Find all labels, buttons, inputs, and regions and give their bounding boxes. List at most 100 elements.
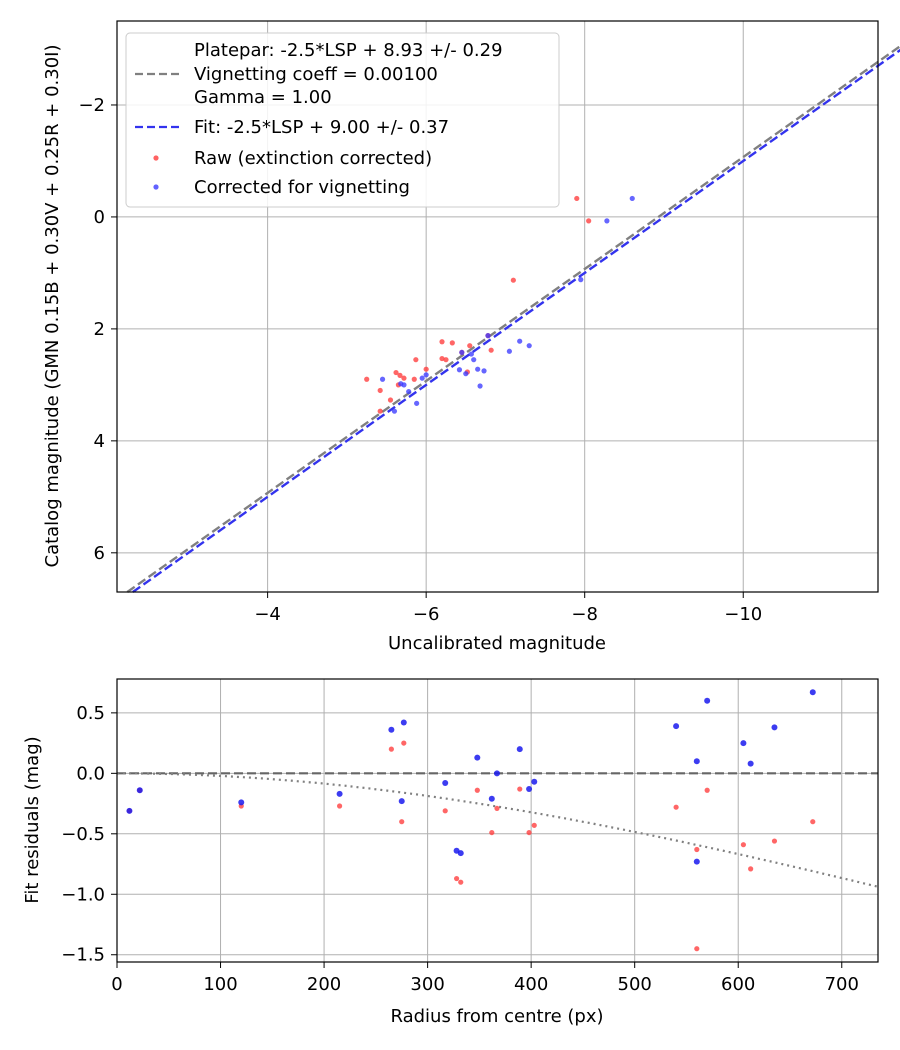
raw-point [364,376,370,382]
raw-point [574,195,580,202]
corrected-point [406,388,412,395]
bottom-y-tick-label: −0.5 [61,824,105,845]
corrected-residual-point [493,770,500,777]
bottom-x-tick-label: 700 [825,974,859,995]
raw-point [488,347,494,353]
raw-residual-point [531,822,537,828]
corrected-point [419,375,425,381]
top-y-tick-label: 0 [94,207,105,228]
bottom-x-tick-label: 0 [111,974,122,995]
corrected-residual-point [136,787,143,794]
corrected-residual-point [457,850,464,857]
top-y-tick-label: 6 [94,543,105,564]
corrected-point [481,368,487,374]
raw-point [377,387,383,394]
raw-residual-point [748,866,754,872]
raw-residual-point [388,746,394,752]
top-x-tick-label: −4 [254,604,281,625]
corrected-point [463,371,469,377]
raw-point [439,339,445,345]
top-x-tick-label: −8 [571,604,598,625]
raw-residual-point [704,787,710,793]
raw-residual-point [337,803,343,809]
raw-residual-point [442,808,448,814]
raw-residual-point [771,838,778,844]
corrected-residual-point [442,780,449,787]
raw-residual-point [810,819,816,825]
raw-point [449,340,455,346]
bottom-y-tick-label: 0.5 [76,703,105,724]
corrected-residual-point [388,726,395,733]
corrected-point [604,218,610,224]
bottom-x-tick-label: 400 [514,974,548,995]
corrected-residual-point [488,795,495,802]
raw-residual-point [458,879,464,885]
corrected-point [477,383,483,389]
legend-vignetting-label: Vignetting coeff = 0.00100 [194,64,438,85]
corrected-residual-point [673,723,680,730]
raw-point [401,375,407,381]
raw-residual-point [489,829,495,836]
corrected-residual-point [747,760,754,767]
top-axes-frame [116,20,879,593]
corrected-point [526,343,532,349]
corrected-residual-point [336,790,343,797]
raw-point [439,355,445,362]
raw-residual-point [494,805,500,812]
corrected-residual-point [526,786,533,793]
corrected-residual-point [809,689,816,696]
raw-point [586,218,592,224]
raw-point [377,408,383,414]
raw-residual-point [454,875,460,882]
legend-gamma-label: Gamma = 1.00 [194,87,332,108]
bottom-panel: 0 100 200 300 400 500 600 700 0.5 0.0 −0.5 −1.0 −1.… [22,678,879,1027]
corrected-point [459,349,465,356]
bottom-y-ticks: 0.5 0.0 −0.5 −1.0 −1.5 [61,703,117,966]
bottom-y-axis-label: Fit residuals (mag) [22,736,43,903]
top-scatter-points [364,195,635,414]
corrected-residual-point [531,778,538,785]
raw-point [393,369,399,376]
corrected-residual-point [126,807,133,814]
vignetting-curve [117,772,879,888]
top-x-axis-label: Uncalibrated magnitude [388,633,606,654]
corrected-residual-point [400,719,407,726]
bottom-x-tick-label: 300 [410,974,444,995]
corrected-point [517,338,523,344]
raw-point [467,343,473,349]
corrected-point [471,357,477,363]
top-line-fit [132,48,900,593]
bottom-x-tick-label: 600 [721,974,755,995]
legend-raw-marker [153,155,159,161]
legend-raw-label: Raw (extinction corrected) [194,148,432,169]
corrected-point [456,367,463,373]
legend-fit-label: Fit: -2.5*LSP + 9.00 +/- 0.37 [194,117,449,138]
raw-residual-point [694,946,700,952]
top-line-platepar [126,44,900,593]
top-x-ticks: −4 −6 −8 −10 [254,592,762,625]
raw-point [510,277,516,283]
bottom-scatter-points [126,689,816,952]
corrected-residual-point [238,799,245,806]
raw-residual-point [740,842,747,848]
bottom-x-tick-label: 200 [307,974,341,995]
bottom-y-tick-label: 0.0 [76,763,105,784]
top-y-tick-label: −2 [78,95,105,116]
corrected-point [398,381,404,387]
bottom-x-tick-label: 500 [618,974,652,995]
raw-point [387,397,394,403]
raw-point [411,376,417,382]
raw-residual-point [399,819,405,825]
corrected-point [423,372,429,378]
corrected-point [578,277,584,283]
legend-corrected-label: Corrected for vignetting [194,177,410,198]
legend: Platepar: -2.5*LSP + 8.93 +/- 0.29 Vigne… [125,32,560,208]
bottom-y-tick-label: −1.0 [61,884,105,905]
corrected-point [475,366,481,372]
corrected-residual-point [693,858,700,865]
top-y-tick-label: 4 [94,431,105,452]
top-fit-lines [126,44,900,593]
top-y-ticks: −2 0 2 4 6 [78,95,117,564]
raw-point [443,357,449,363]
legend-platepar-label: Platepar: -2.5*LSP + 8.93 +/- 0.29 [194,40,503,61]
